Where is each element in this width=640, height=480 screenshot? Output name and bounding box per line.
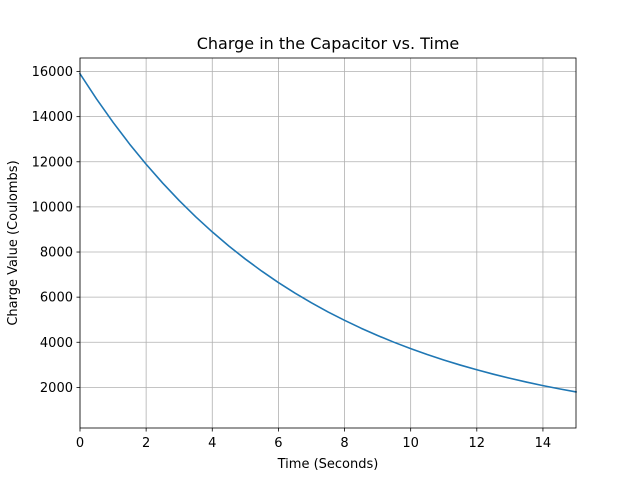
series-layer [78, 72, 577, 393]
x-tick-label: 6 [274, 436, 282, 451]
y-tick-label: 4000 [40, 336, 73, 351]
x-axis-label: Time (Seconds) [277, 457, 379, 472]
x-tick-label: 0 [76, 436, 84, 451]
y-tick-label: 6000 [40, 291, 73, 306]
x-tick-label: 4 [208, 436, 216, 451]
y-tick-label: 2000 [40, 381, 73, 396]
y-tick-label: 16000 [32, 65, 73, 80]
plot-frame [79, 57, 577, 429]
y-tick-label: 8000 [40, 246, 73, 261]
y-tick-label: 10000 [32, 200, 73, 215]
x-tick-label: 2 [142, 436, 150, 451]
y-tick-label: 12000 [32, 155, 73, 170]
x-tick-label: 8 [340, 436, 348, 451]
x-tick-label: 10 [402, 436, 419, 451]
series-line [78, 72, 577, 393]
y-tick-label: 14000 [32, 110, 73, 125]
x-tick-label: 14 [535, 436, 552, 451]
chart-title: Charge in the Capacitor vs. Time [197, 34, 460, 53]
y-axis-label: Charge Value (Coulombs) [6, 160, 21, 325]
ticks-layer: 0 2 4 6 8 10 12 14 2000 4000 6000 8000 10000 12000 140… [32, 65, 552, 451]
grid-layer [79, 58, 576, 428]
x-tick-label: 12 [469, 436, 486, 451]
